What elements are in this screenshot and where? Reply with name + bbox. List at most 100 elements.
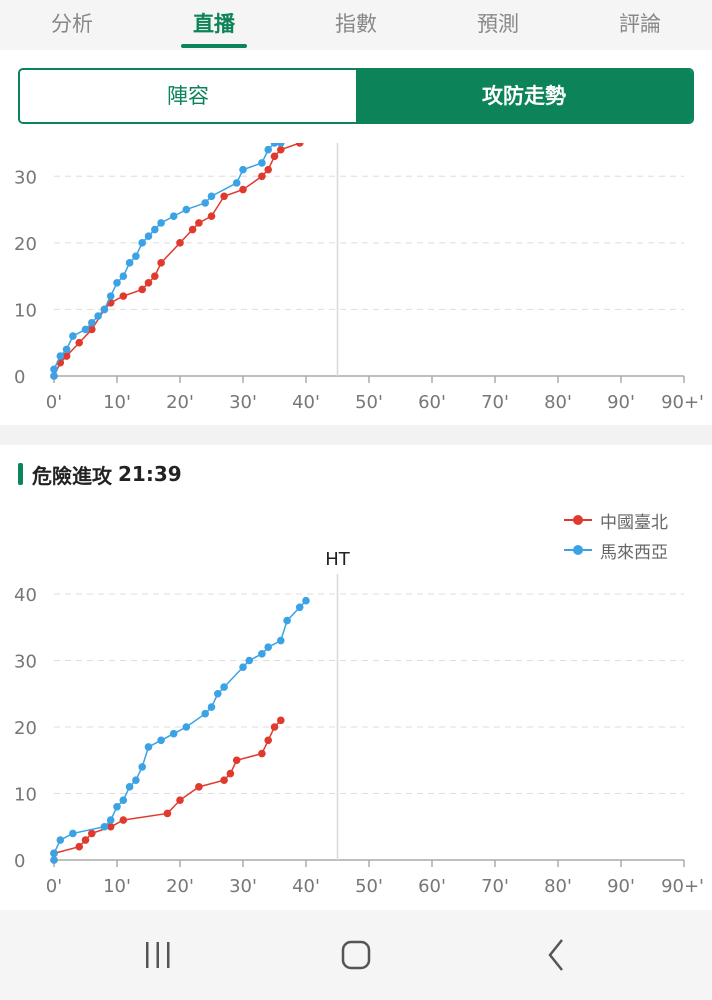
tab-comments[interactable]: 評論 [619,12,661,36]
top-chart-series-line-away [53,143,281,376]
top-chart-data-point-away [207,192,216,201]
top-chart-data-point-home [270,152,279,161]
bottom-chart-x-tick-label: 90+' [661,876,704,897]
top-chart-group: 0 10 20 30 0' 10' 20' 30' 40' 50' 60' 70' 80' 90' 90+' [14,143,704,413]
segment-lineup-button[interactable]: 陣容 [20,70,356,122]
section-title: 危險進攻 [32,463,112,488]
bottom-chart-data-point-away [113,803,121,811]
bottom-chart-data-point-away [201,709,209,718]
bottom-chart-data-point-away [69,829,77,838]
bottom-chart-x-tick-label: 90' [607,876,635,897]
legend-item-away[interactable]: 馬來西亞 [564,535,694,565]
bottom-chart-data-point-away [157,736,165,745]
top-chart-x-tick-label: 80' [544,392,572,413]
top-chart-x-tick-label: 10' [103,392,131,413]
top-chart-data-point-away [138,239,146,247]
bottom-chart-data-point-away [207,703,216,711]
top-chart-x-tick-label: 60' [418,392,446,413]
top-chart-data-point-home [144,279,153,287]
top-chart-data-point-home [157,259,165,267]
top-chart-data-point-away [270,143,279,147]
top-chart-data-point-away [169,212,178,221]
bottom-chart-data-point-home [220,776,228,784]
bottom-chart-data-point-away [138,763,146,771]
legend-dot-away [573,545,583,555]
bottom-chart-data-point-away [283,616,291,625]
bottom-chart-data-point-home [264,736,273,745]
bottom-chart-x-tick-label: 0' [46,876,62,897]
top-chart-data-point-home [264,165,273,174]
top-chart-data-point-away [258,159,266,167]
bottom-chart-y-tick-label: 20 [14,718,37,739]
bottom-chart-x-tick-label: 80' [544,876,572,897]
bottom-chart-x-tick-label: 30' [229,876,257,897]
top-chart-x-tick-label: 90+' [661,392,704,413]
top-chart-data-point-away [277,143,285,147]
bottom-chart-x-tick-label: 40' [292,876,320,897]
tab-odds[interactable]: 指數 [335,12,377,36]
bottom-chart-data-point-away [264,643,273,651]
top-chart-data-point-home [195,219,203,227]
bottom-chart-data-point-away [119,796,128,804]
top-chart-data-point-home [88,325,96,334]
top-chart-data-point-away [239,165,247,174]
recent-apps-icon[interactable] [128,930,188,980]
tab-analysis[interactable]: 分析 [51,12,93,36]
top-chart-data-point-away [69,332,77,340]
bottom-chart-data-point-home [88,829,96,838]
bottom-chart-y-tick-label: 40 [14,585,37,606]
top-chart-data-point-home [62,352,71,360]
bottom-chart-data-point-away [169,729,178,738]
bottom-chart-data-point-away [144,743,153,751]
segment-trend-button[interactable]: 攻防走勢 [356,70,692,122]
top-chart-data-point-home [295,143,304,147]
top-chart-x-tick-label: 20' [166,392,194,413]
dangerous-attack-panel: 危險進攻 21:39 中國臺北 馬來西亞 [0,445,712,910]
top-chart-data-point-home [207,212,216,221]
section-score: 21:39 [118,462,182,486]
bottom-chart-data-point-home [119,816,128,824]
system-nav-bar [0,910,712,1000]
top-chart-data-point-home [220,192,228,201]
top-chart-data-point-home [138,285,146,294]
bottom-chart-data-point-away [295,603,304,612]
top-chart-data-point-home [239,185,247,194]
section-marker [18,463,23,485]
top-chart-data-point-away [106,292,115,300]
top-chart-data-point-home [176,239,184,247]
tab-prediction[interactable]: 預測 [477,12,519,36]
charts-svg: 0 10 20 30 0' 10' 20' 30' 40' 50' 60' 70' 80' 90' 90+'… [14,143,704,897]
top-chart-data-point-away [50,365,58,374]
top-chart-data-point-away [232,179,241,187]
top-chart-x-tick-label: 90' [607,392,635,413]
home-icon[interactable] [326,930,386,980]
top-chart-data-point-home [188,225,197,234]
tab-live[interactable]: 直播 [193,12,235,36]
bottom-chart-data-point-away [125,783,134,791]
back-icon[interactable] [526,930,586,980]
bottom-chart-data-point-away [220,683,228,691]
top-chart-data-point-away [132,252,140,260]
top-chart-x-tick-label: 70' [481,392,509,413]
top-chart-data-point-home [151,272,159,280]
view-segment-control: 陣容 攻防走勢 [18,68,694,124]
top-chart-data-point-home [119,292,128,300]
top-chart-data-point-away [144,232,153,240]
bottom-chart-data-point-home [176,796,184,804]
bottom-chart-y-tick-label: 10 [14,785,37,806]
bottom-chart-data-point-away [50,849,58,858]
top-chart-x-tick-label: 0' [46,392,62,413]
legend-line-home [564,515,592,525]
legend-item-home[interactable]: 中國臺北 [564,505,694,535]
top-chart-data-point-away [50,372,58,380]
legend-line-away [564,545,592,555]
bottom-chart-x-tick-label: 50' [355,876,383,897]
top-chart-x-tick-label: 50' [355,392,383,413]
top-chart-y-tick-label: 30 [14,167,37,188]
top-chart-data-point-away [182,205,191,214]
bottom-chart-x-tick-label: 20' [166,876,194,897]
bottom-chart-data-point-home [277,716,285,725]
bottom-chart-data-point-home [163,809,172,818]
top-chart-data-point-away [94,312,102,320]
bottom-chart-data-point-home [75,842,83,851]
